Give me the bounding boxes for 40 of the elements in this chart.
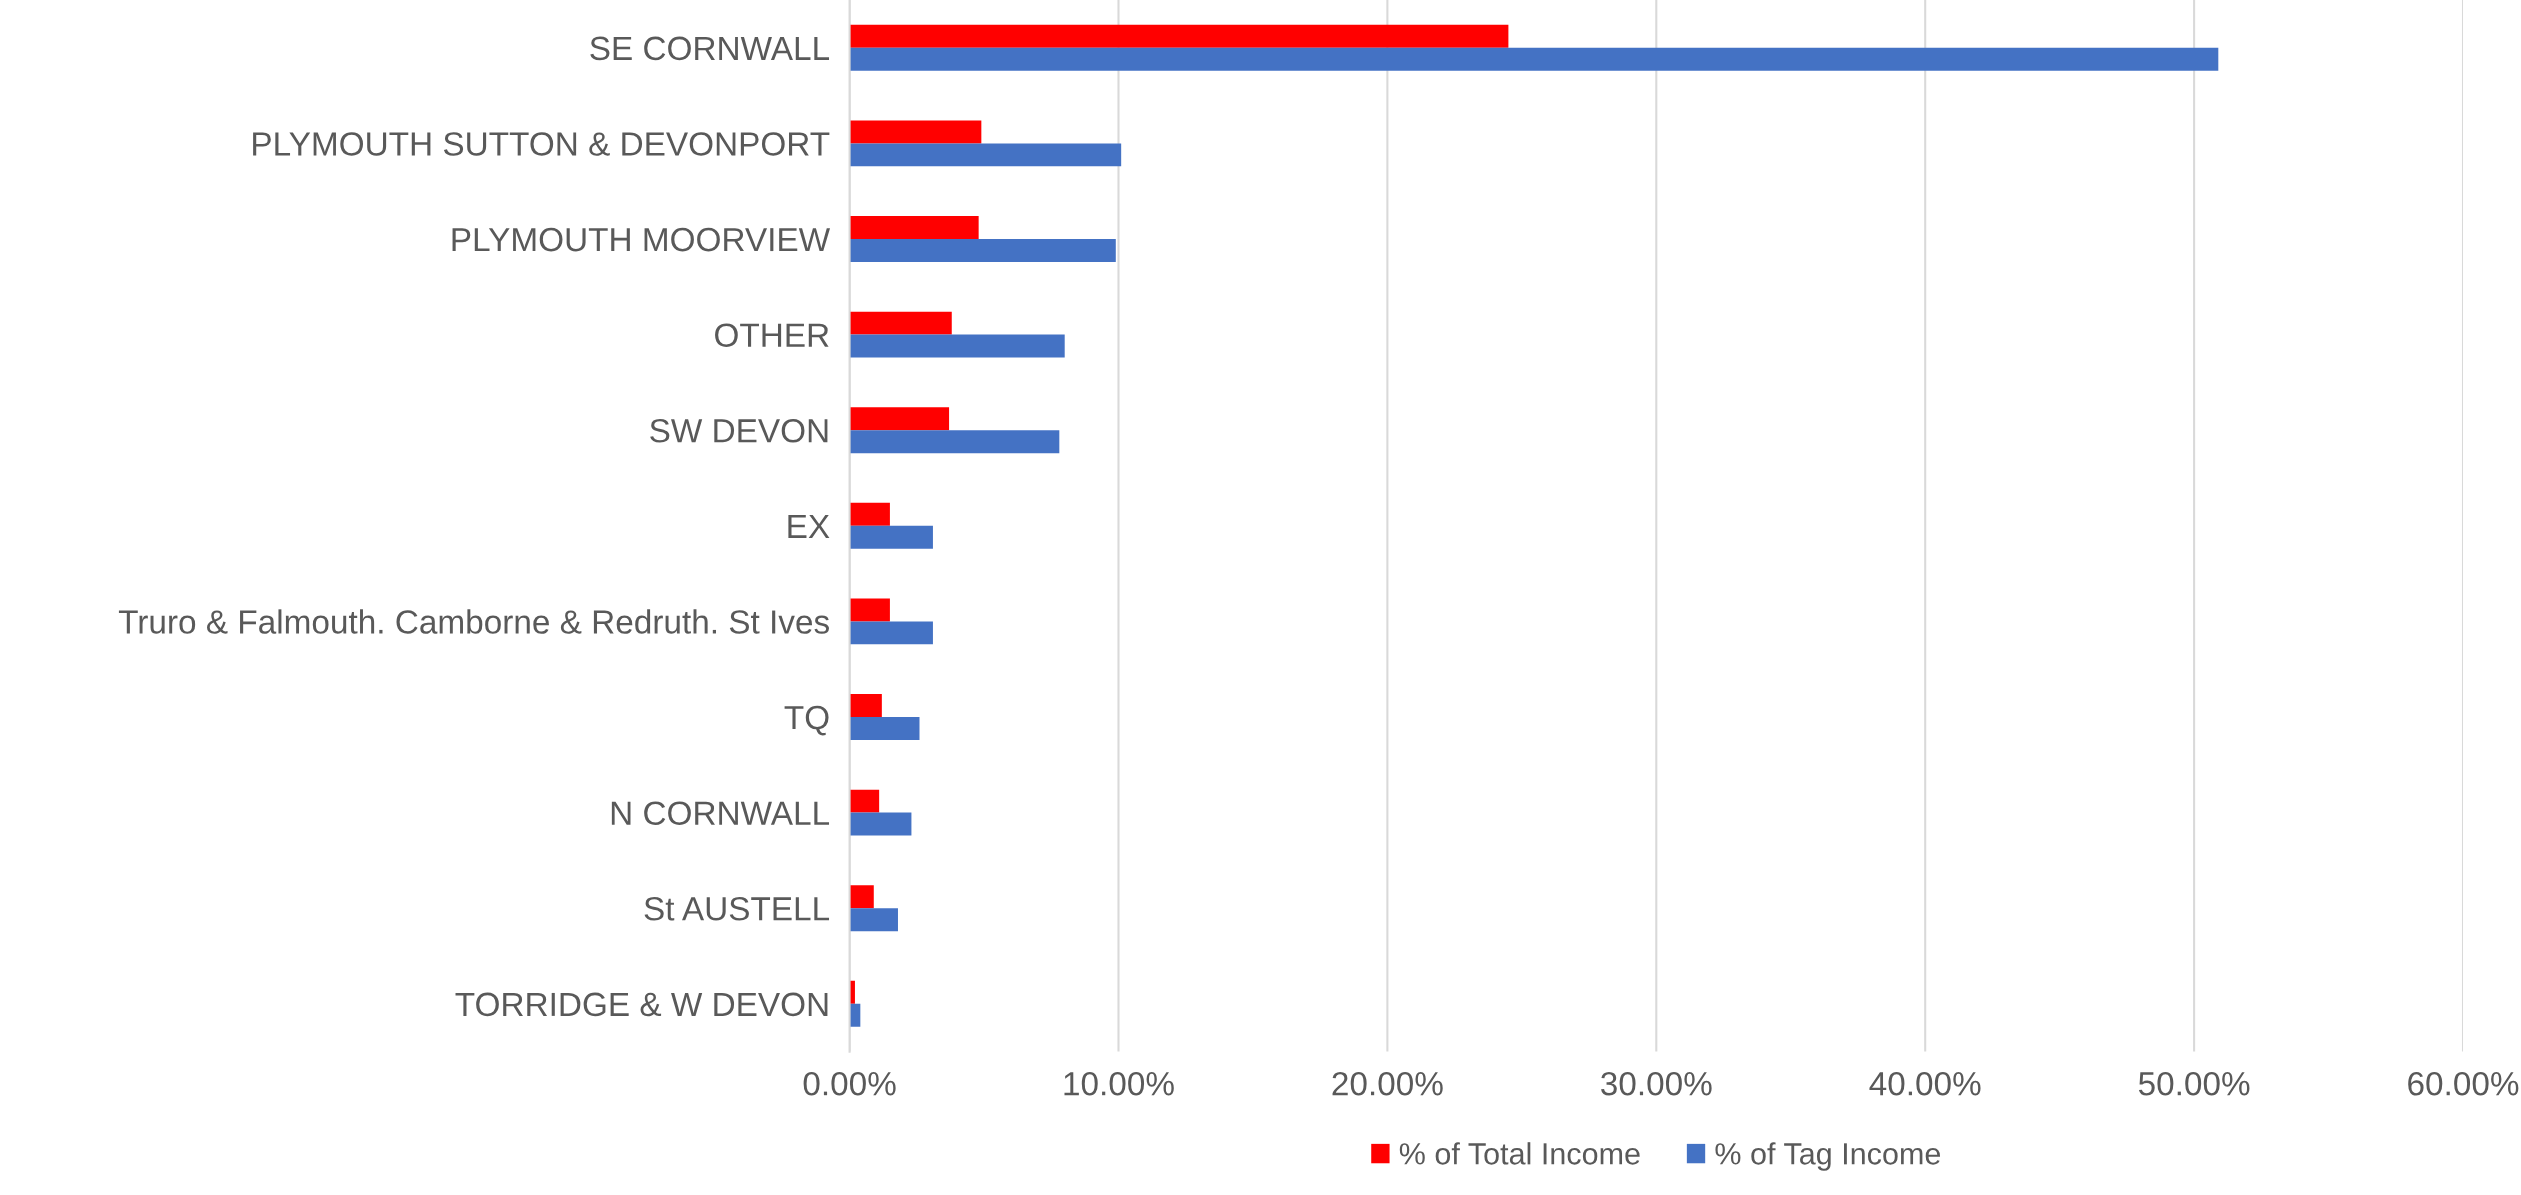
x-tick-label: 0.00% — [803, 1071, 896, 1096]
bar — [849, 694, 882, 717]
y-tick-label: SW DEVON — [650, 419, 828, 443]
bar — [849, 407, 950, 431]
bar — [849, 812, 912, 836]
bar — [849, 216, 979, 239]
bar — [849, 885, 874, 909]
bar — [849, 120, 982, 144]
bar — [849, 908, 898, 932]
bar — [849, 24, 1509, 48]
bar — [849, 430, 1060, 454]
y-tick-label: PLYMOUTH SUTTON & DEVONPORT — [253, 132, 830, 156]
bar — [849, 47, 2219, 71]
x-tick-label: 50.00% — [2138, 1071, 2250, 1096]
y-tick-label: PLYMOUTH MOORVIEW — [452, 227, 831, 252]
y-tick-label: EX — [788, 514, 830, 538]
y-tick-label: Truro & Falmouth. Camborne & Redruth. St Ives — [118, 609, 829, 634]
bar — [849, 311, 952, 335]
legend-label: % of Tag Income — [1715, 1142, 1941, 1171]
legend-label: % of Total Income — [1399, 1142, 1640, 1165]
x-tick-label: 10.00% — [1064, 1071, 1174, 1096]
y-tick-label: TQ — [784, 705, 829, 736]
x-tick-label: 30.00% — [1601, 1071, 1712, 1096]
x-tick-label: 40.00% — [1869, 1071, 1981, 1096]
y-tick-label: St AUSTELL — [644, 897, 830, 921]
bar — [849, 525, 933, 549]
bar — [849, 717, 920, 740]
bar — [849, 598, 890, 622]
y-tick-label: TORRIDGE & W DEVON — [455, 992, 828, 1017]
bar — [849, 239, 1116, 262]
y-tick-label: SE CORNWALL — [590, 36, 830, 61]
y-tick-label: N CORNWALL — [611, 801, 830, 826]
y-tick-label: OTHER — [715, 323, 829, 348]
x-tick-label: 60.00% — [2408, 1071, 2519, 1096]
bar — [849, 502, 890, 526]
bar — [849, 621, 933, 645]
bar — [849, 334, 1065, 358]
x-tick-label: 20.00% — [1332, 1071, 1443, 1096]
bar — [849, 789, 880, 813]
bar — [849, 143, 1122, 167]
